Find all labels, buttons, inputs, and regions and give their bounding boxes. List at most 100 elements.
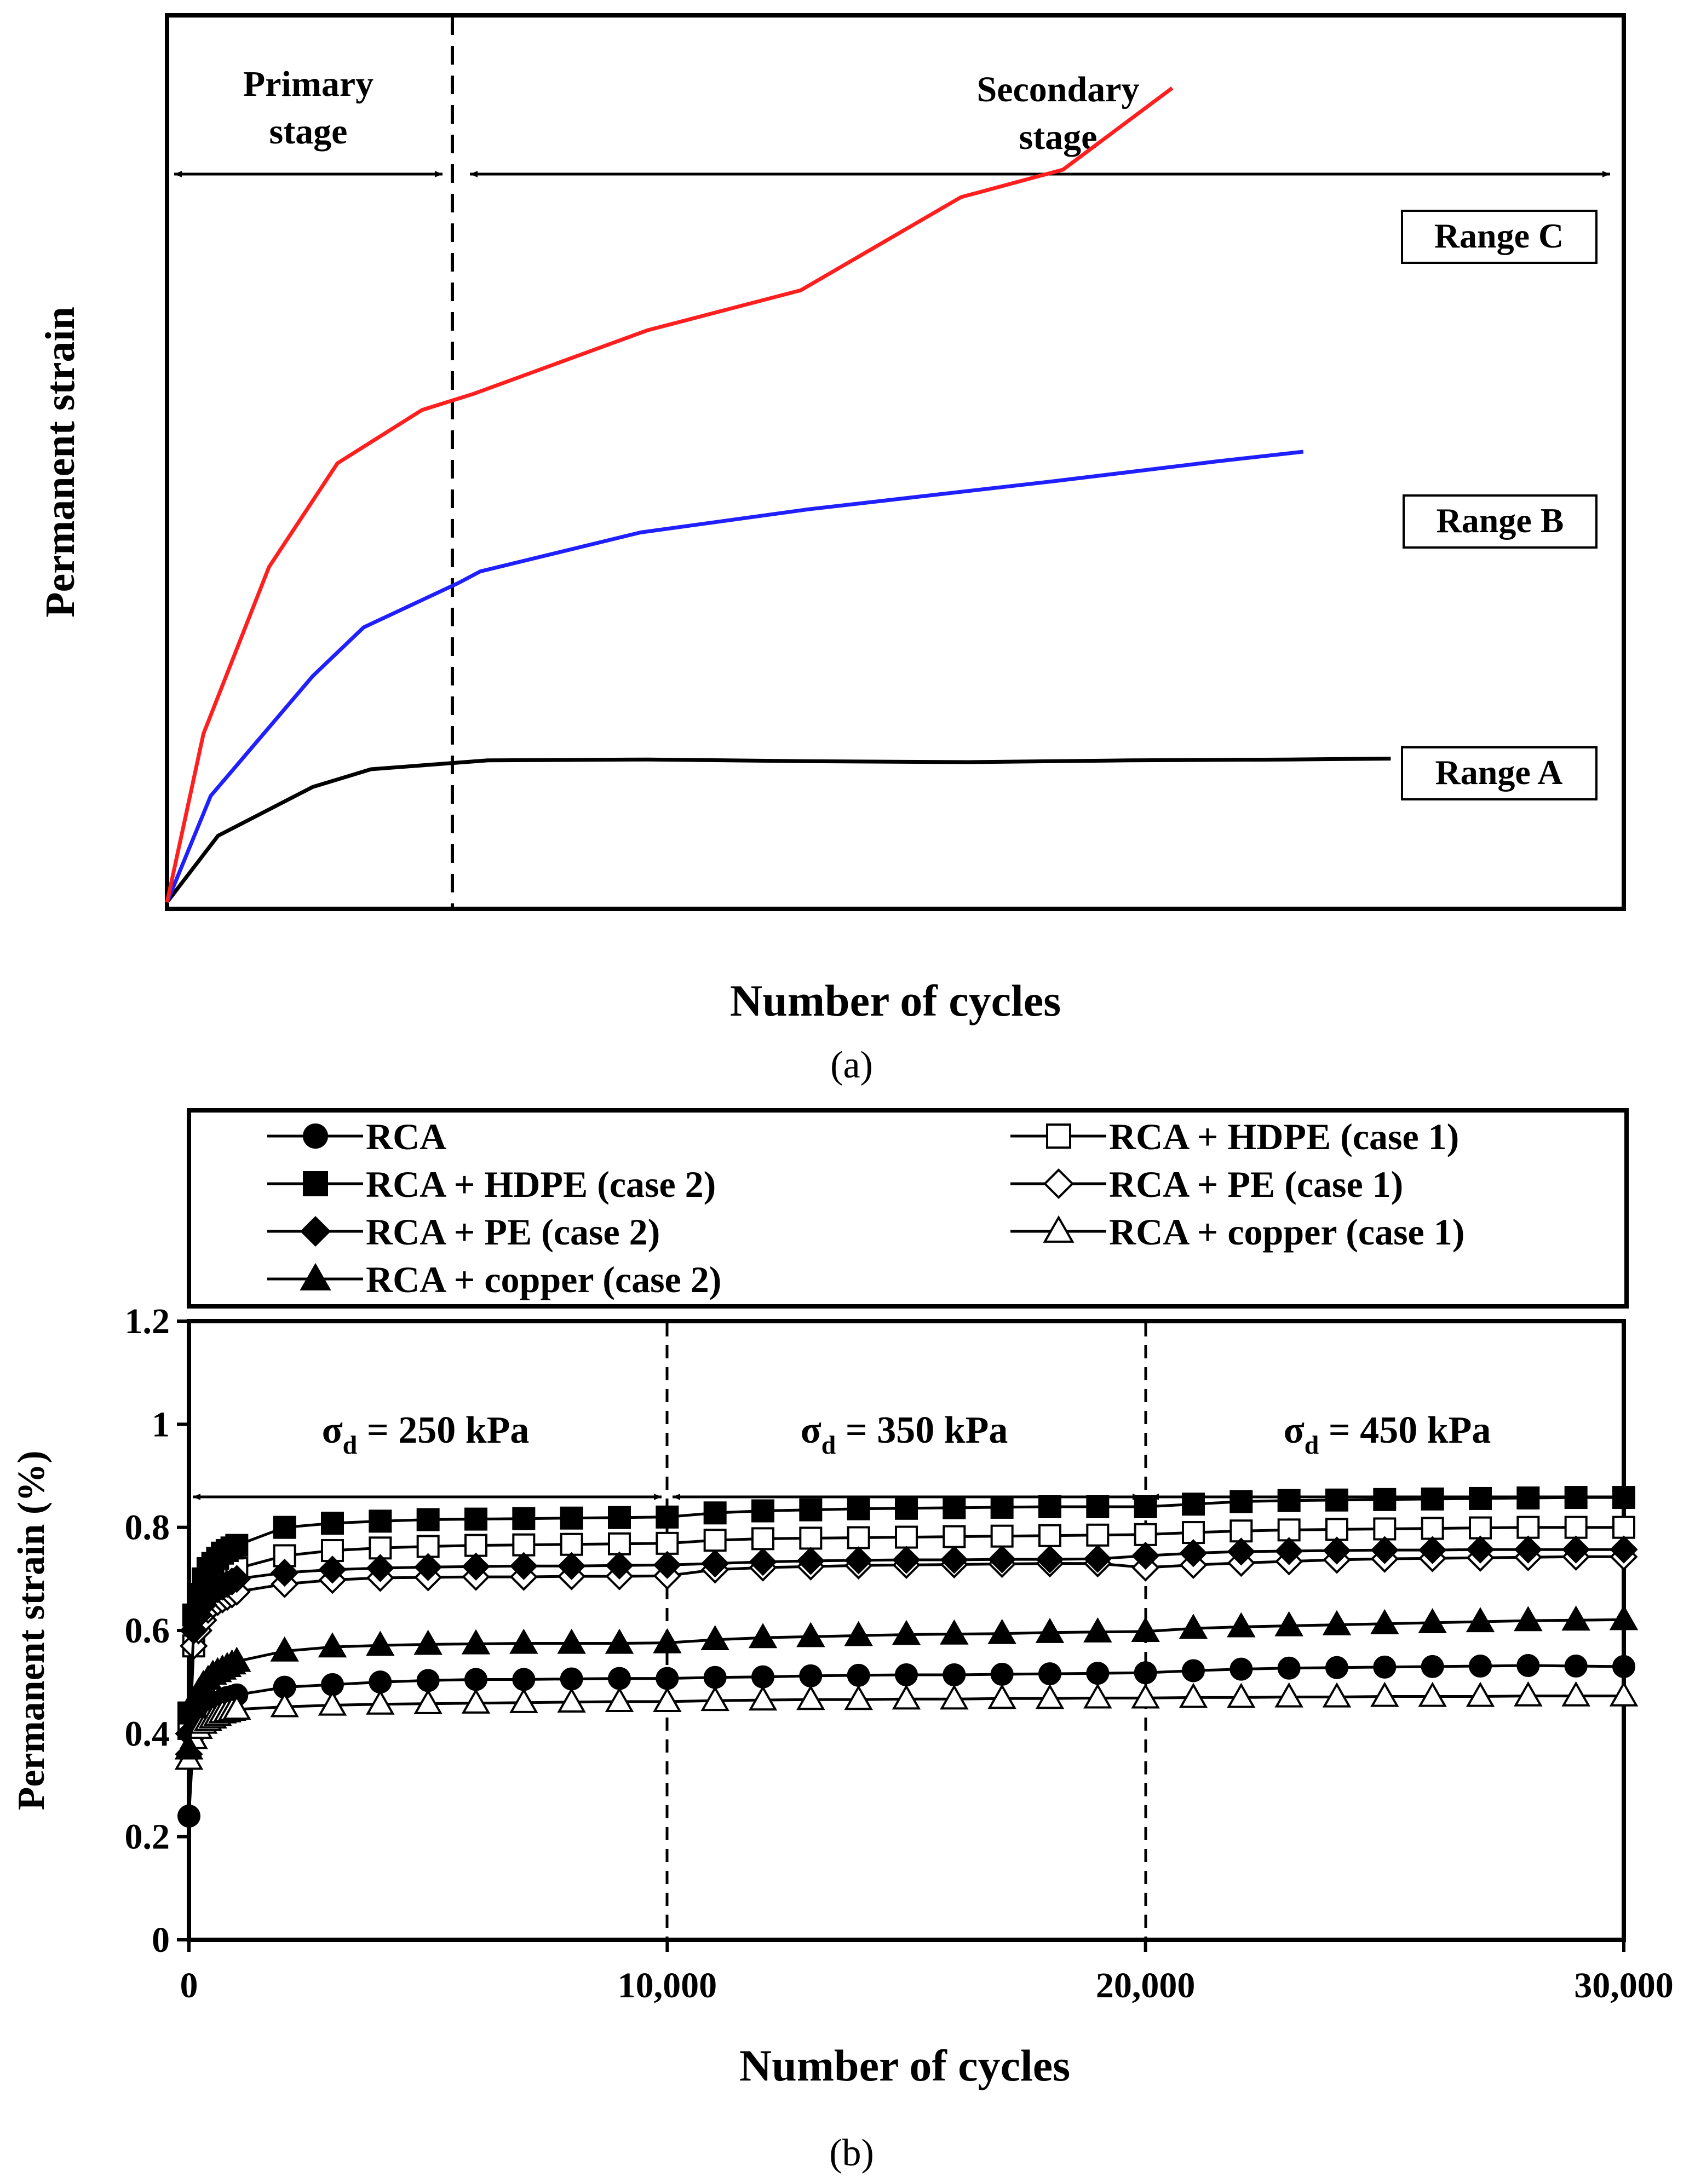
- data-point: [1373, 1655, 1397, 1679]
- y-tick-label: 0.2: [125, 1817, 170, 1857]
- data-point: [796, 1685, 825, 1710]
- data-point: [1325, 1518, 1348, 1541]
- range-a-label: Range A: [1435, 753, 1563, 792]
- legend-label: RCA + PE (case 2): [366, 1211, 660, 1253]
- data-point: [1131, 1617, 1160, 1642]
- data-point: [512, 1507, 536, 1530]
- data-point: [1229, 1657, 1253, 1681]
- data-point: [366, 1689, 395, 1715]
- stress-value: = 250 kPa: [357, 1409, 529, 1451]
- stress-label-250: σd = 250 kPa: [322, 1409, 530, 1460]
- data-point: [1421, 1487, 1444, 1511]
- data-point: [1038, 1495, 1061, 1518]
- data-point: [1418, 1536, 1447, 1564]
- legend-item-rca-copper-case-1: RCA + copper (case 1): [1010, 1211, 1464, 1253]
- series-rca-copper-case-1: [174, 1681, 1639, 1770]
- stage-secondary-line1: Secondary: [977, 70, 1140, 110]
- data-point: [1466, 1535, 1495, 1564]
- legend-marker: [300, 1263, 331, 1290]
- sigma-symbol: σ: [801, 1409, 821, 1451]
- data-point: [605, 1551, 634, 1580]
- data-point: [1564, 1654, 1588, 1678]
- stage-primary-line1: Primary: [243, 64, 374, 104]
- legend-item-rca-pe-case-1: RCA + PE (case 1): [1010, 1163, 1403, 1205]
- data-point: [1083, 1683, 1112, 1709]
- data-point: [1609, 1681, 1639, 1707]
- data-point: [608, 1667, 631, 1690]
- data-point: [751, 1527, 774, 1551]
- data-point: [1373, 1517, 1397, 1541]
- data-point: [318, 1632, 347, 1658]
- data-point: [413, 1689, 443, 1714]
- data-point: [943, 1525, 966, 1548]
- data-point: [892, 1684, 921, 1710]
- legend-marker: [1043, 1168, 1075, 1200]
- data-point: [1564, 1486, 1588, 1509]
- stress-label-450: σd = 450 kPa: [1284, 1409, 1491, 1460]
- data-point: [557, 1687, 586, 1713]
- data-point: [1325, 1488, 1348, 1512]
- data-point: [1514, 1535, 1542, 1564]
- data-point: [366, 1630, 395, 1656]
- data-point: [847, 1526, 870, 1549]
- data-point: [1418, 1681, 1447, 1707]
- data-point: [174, 1734, 204, 1760]
- data-point: [366, 1554, 394, 1582]
- data-point: [799, 1526, 823, 1550]
- data-point: [608, 1506, 631, 1529]
- data-point: [847, 1663, 870, 1687]
- legend-label: RCA: [366, 1116, 446, 1157]
- data-point: [748, 1685, 778, 1711]
- data-point: [1516, 1654, 1540, 1678]
- legend-label: RCA + copper (case 1): [1109, 1211, 1464, 1253]
- data-point: [1038, 1662, 1061, 1686]
- data-point: [751, 1499, 774, 1523]
- data-point: [509, 1552, 538, 1580]
- data-point: [1609, 1605, 1639, 1630]
- data-point: [1561, 1681, 1590, 1707]
- data-point: [1322, 1610, 1352, 1635]
- data-point: [1134, 1661, 1157, 1685]
- data-point: [464, 1668, 487, 1691]
- data-point: [799, 1664, 823, 1687]
- sigma-subscript: d: [1305, 1431, 1319, 1460]
- data-point: [1086, 1662, 1110, 1685]
- data-point: [369, 1509, 392, 1533]
- data-point: [222, 1646, 251, 1672]
- panel-b-series: [174, 1486, 1639, 1828]
- legend-marker: [300, 1215, 331, 1247]
- data-point: [895, 1496, 918, 1520]
- data-point: [656, 1531, 679, 1555]
- panel-a-label: (a): [830, 1044, 873, 1086]
- stress-value: = 350 kPa: [836, 1409, 1008, 1451]
- data-point: [653, 1687, 682, 1713]
- data-point: [796, 1622, 825, 1647]
- legend-marker: [303, 1123, 328, 1149]
- series-rca: [177, 1654, 1635, 1828]
- data-point: [943, 1496, 966, 1519]
- curve-range-a: [165, 757, 1391, 904]
- panel-a: Primary stage Secondary stage Range C Ra…: [37, 13, 1626, 1086]
- data-point: [1131, 1541, 1160, 1570]
- panel-b-x-title: Number of cycles: [739, 2041, 1070, 2090]
- data-point: [608, 1532, 631, 1555]
- data-point: [1227, 1682, 1256, 1708]
- data-point: [461, 1688, 491, 1714]
- data-point: [1516, 1515, 1540, 1539]
- legend-item-rca: RCA: [267, 1116, 446, 1157]
- data-point: [940, 1619, 969, 1645]
- data-point: [1469, 1654, 1492, 1678]
- series-rca-pe-case-1: [175, 1542, 1638, 1768]
- data-point: [318, 1690, 347, 1716]
- data-point: [1612, 1486, 1635, 1509]
- curve-range-b: [165, 450, 1304, 903]
- data-point: [318, 1555, 347, 1584]
- data-point: [1274, 1611, 1303, 1636]
- data-point: [605, 1628, 634, 1654]
- y-tick-label: 0.6: [125, 1611, 170, 1651]
- x-tick-label: 30,000: [1574, 1966, 1674, 2006]
- data-point: [225, 1534, 249, 1557]
- data-point: [987, 1618, 1016, 1644]
- data-point: [413, 1629, 443, 1655]
- data-point: [560, 1532, 583, 1556]
